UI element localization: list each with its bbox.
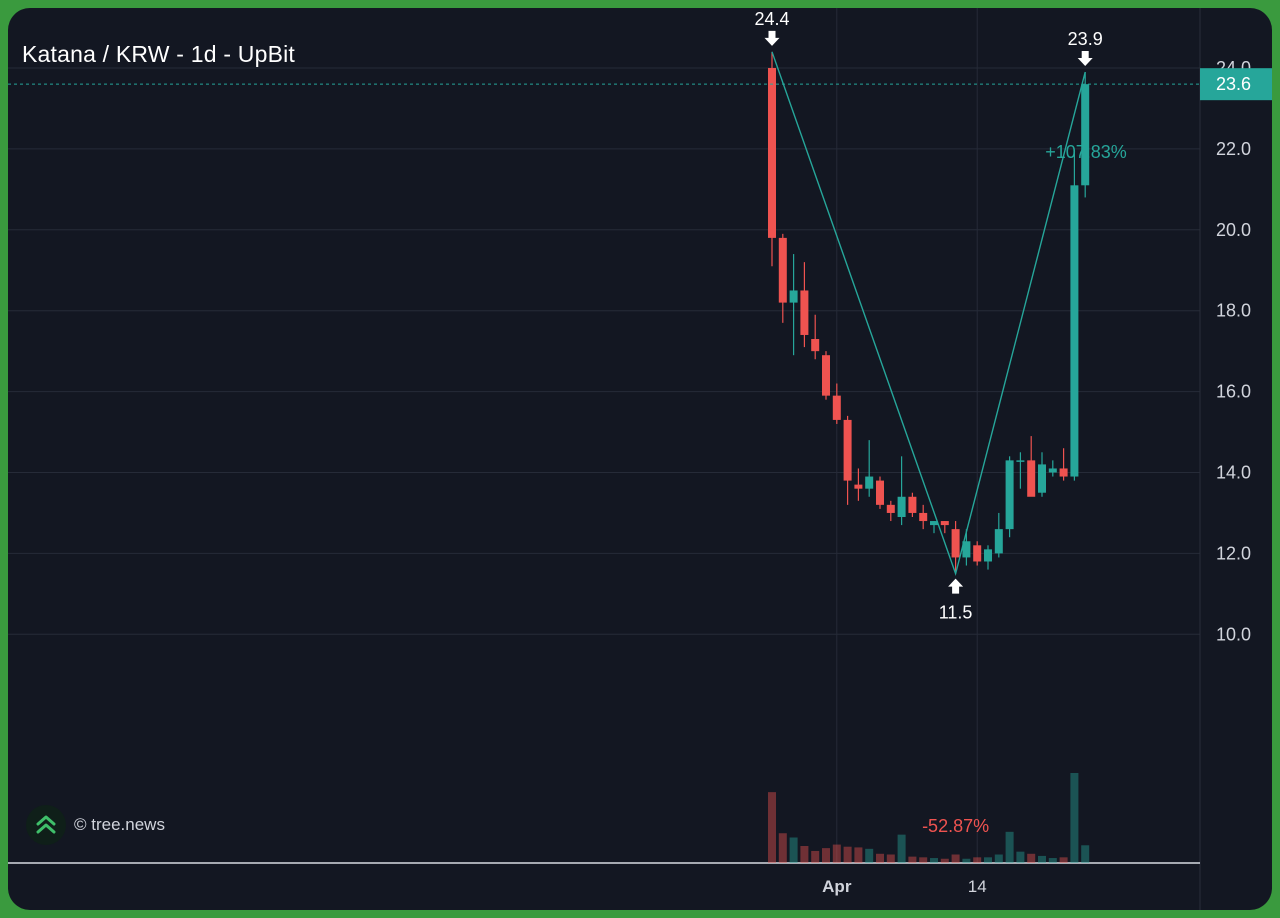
candle-body: [1027, 460, 1036, 497]
volume-bar: [778, 833, 787, 863]
candle-body: [876, 480, 884, 505]
volume-bar: [919, 857, 928, 863]
y-tick-label: 16.0: [1216, 382, 1251, 402]
volume-bar: [994, 854, 1003, 863]
candle-body: [1059, 468, 1068, 477]
y-tick-label: 18.0: [1216, 301, 1251, 321]
extreme-label: 24.4: [754, 9, 789, 29]
extreme-label: 11.5: [939, 603, 973, 623]
volume-bar: [1059, 857, 1068, 863]
extreme-label: 23.9: [1068, 29, 1103, 49]
volume-bar: [800, 845, 809, 863]
volume-bar: [876, 853, 884, 863]
volume-bar: [822, 848, 830, 863]
volume-bar: [908, 856, 917, 863]
x-tick-label: Apr: [822, 877, 852, 896]
candle-body: [897, 496, 906, 517]
volume-bar: [768, 792, 776, 863]
candle-body: [822, 355, 830, 396]
volume-bar: [1038, 855, 1046, 863]
volume-bar: [811, 850, 820, 863]
volume-bar: [984, 857, 992, 863]
volume-bar: [886, 854, 895, 863]
candle-body: [886, 504, 895, 513]
volume-bar: [930, 858, 938, 863]
candle-body: [832, 395, 841, 420]
y-tick-label: 12.0: [1216, 543, 1251, 563]
candlestick-chart[interactable]: 10.012.014.016.018.020.022.024.026.028.0…: [8, 8, 1272, 910]
zigzag-line: [771, 51, 1086, 577]
candle-body: [1070, 185, 1079, 477]
extreme-marker: [1077, 51, 1093, 67]
candle-body: [1081, 84, 1090, 186]
candle-body: [951, 529, 960, 558]
volume-bar: [951, 854, 960, 863]
volume-bar: [843, 846, 852, 863]
candle-body: [1016, 460, 1025, 462]
watermark: © tree.news: [26, 805, 165, 845]
volume-bar: [1048, 858, 1057, 863]
volume-bar: [854, 847, 863, 863]
candle-body: [865, 476, 874, 489]
x-tick-label: 14: [968, 877, 987, 896]
extreme-marker: [764, 30, 780, 46]
volume-bar: [962, 858, 971, 863]
candle-body: [789, 290, 798, 303]
y-tick-label: 22.0: [1216, 139, 1251, 159]
candle-body: [778, 237, 787, 303]
candle-body: [908, 496, 917, 513]
watermark-text: © tree.news: [74, 815, 165, 834]
volume-bar: [940, 858, 949, 863]
volume-bar: [865, 848, 874, 863]
candle-body: [1048, 468, 1057, 473]
arrow-up-icon: [948, 578, 964, 594]
volume-bar: [1005, 831, 1014, 863]
y-tick-label: 14.0: [1216, 463, 1251, 483]
arrow-down-icon: [1077, 51, 1093, 67]
volume-bar: [1070, 773, 1079, 863]
candle-body: [973, 545, 982, 562]
change-label-up: +107.83%: [1045, 142, 1127, 162]
y-tick-label: 20.0: [1216, 220, 1251, 240]
candle-body: [984, 549, 992, 562]
y-tick-label: 10.0: [1216, 624, 1251, 644]
candle-body: [800, 290, 809, 335]
candle-body: [940, 521, 949, 526]
candle-body: [768, 68, 776, 238]
volume-bar: [973, 857, 982, 863]
candle-body: [919, 512, 928, 522]
last-price-label: 23.6: [1216, 74, 1251, 94]
candle-body: [1038, 464, 1046, 493]
volume-bar: [897, 834, 906, 863]
last-price-tag: [1200, 68, 1272, 101]
candle-body: [854, 484, 863, 489]
candle-body: [811, 339, 820, 352]
arrow-down-icon: [764, 30, 780, 46]
extreme-marker: [948, 578, 964, 594]
candle-body: [1005, 460, 1014, 530]
volume-bar: [789, 837, 798, 863]
candle-body: [843, 419, 852, 481]
volume-bar: [1027, 853, 1036, 863]
tree-news-logo-icon: [26, 805, 66, 845]
candle-body: [994, 529, 1003, 554]
chart-frame: 10.012.014.016.018.020.022.024.026.028.0…: [8, 8, 1272, 910]
change-label-down: -52.87%: [922, 816, 989, 836]
volume-bar: [1081, 845, 1090, 863]
volume-bar: [1016, 851, 1025, 863]
candle-body: [962, 541, 971, 558]
volume-bar: [832, 844, 841, 863]
chart-title: Katana / KRW - 1d - UpBit: [22, 41, 296, 67]
candle-body: [930, 521, 938, 526]
